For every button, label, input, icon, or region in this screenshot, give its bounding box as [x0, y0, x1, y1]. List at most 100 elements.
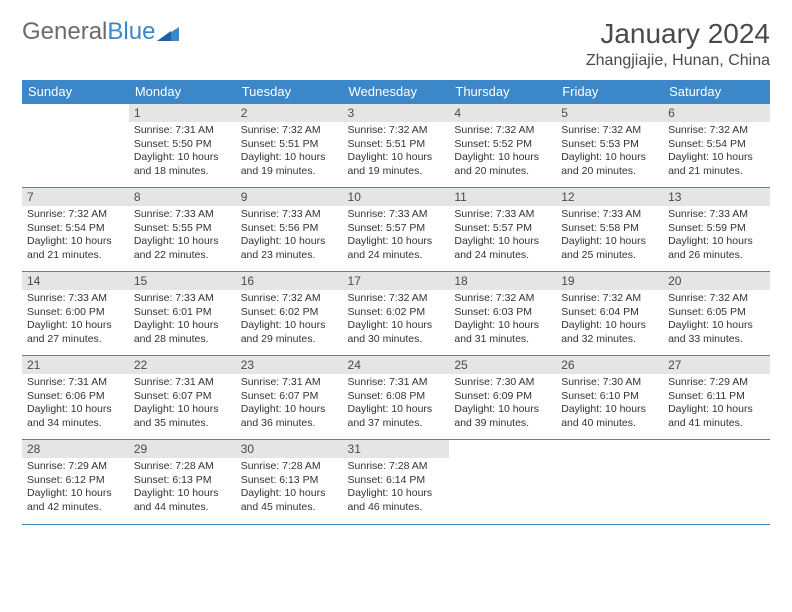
daylight-text: Daylight: 10 hours and 20 minutes.	[454, 151, 551, 178]
day-cell: 20Sunrise: 7:32 AMSunset: 6:05 PMDayligh…	[663, 272, 770, 356]
day-body: Sunrise: 7:29 AMSunset: 6:11 PMDaylight:…	[663, 374, 770, 435]
day-body: Sunrise: 7:32 AMSunset: 6:02 PMDaylight:…	[236, 290, 343, 351]
day-body: Sunrise: 7:33 AMSunset: 5:57 PMDaylight:…	[449, 206, 556, 267]
sunset-text: Sunset: 6:09 PM	[454, 390, 551, 404]
day-body: Sunrise: 7:31 AMSunset: 6:08 PMDaylight:…	[343, 374, 450, 435]
sunrise-text: Sunrise: 7:28 AM	[134, 460, 231, 474]
day-number: 13	[663, 188, 770, 206]
sunset-text: Sunset: 6:02 PM	[348, 306, 445, 320]
day-cell: 3Sunrise: 7:32 AMSunset: 5:51 PMDaylight…	[343, 104, 450, 188]
day-cell: 13Sunrise: 7:33 AMSunset: 5:59 PMDayligh…	[663, 188, 770, 272]
day-cell: 18Sunrise: 7:32 AMSunset: 6:03 PMDayligh…	[449, 272, 556, 356]
sunset-text: Sunset: 6:12 PM	[27, 474, 124, 488]
day-body: Sunrise: 7:32 AMSunset: 6:05 PMDaylight:…	[663, 290, 770, 351]
sunrise-text: Sunrise: 7:31 AM	[348, 376, 445, 390]
sunrise-text: Sunrise: 7:31 AM	[241, 376, 338, 390]
sunrise-text: Sunrise: 7:28 AM	[348, 460, 445, 474]
sunrise-text: Sunrise: 7:33 AM	[561, 208, 658, 222]
daylight-text: Daylight: 10 hours and 39 minutes.	[454, 403, 551, 430]
daylight-text: Daylight: 10 hours and 34 minutes.	[27, 403, 124, 430]
week-row: 1Sunrise: 7:31 AMSunset: 5:50 PMDaylight…	[22, 104, 770, 188]
day-number: 8	[129, 188, 236, 206]
sunset-text: Sunset: 5:54 PM	[27, 222, 124, 236]
daylight-text: Daylight: 10 hours and 24 minutes.	[454, 235, 551, 262]
day-body: Sunrise: 7:28 AMSunset: 6:13 PMDaylight:…	[129, 458, 236, 519]
sunset-text: Sunset: 6:08 PM	[348, 390, 445, 404]
page-title: January 2024	[586, 18, 770, 50]
day-cell	[556, 440, 663, 524]
day-number: 6	[663, 104, 770, 122]
day-number: 20	[663, 272, 770, 290]
logo: GeneralBlue	[22, 18, 179, 46]
day-number: 30	[236, 440, 343, 458]
day-number: 15	[129, 272, 236, 290]
day-body: Sunrise: 7:30 AMSunset: 6:10 PMDaylight:…	[556, 374, 663, 435]
day-number: 21	[22, 356, 129, 374]
sunrise-text: Sunrise: 7:32 AM	[668, 124, 765, 138]
day-number: 1	[129, 104, 236, 122]
sunrise-text: Sunrise: 7:31 AM	[134, 124, 231, 138]
sunrise-text: Sunrise: 7:32 AM	[561, 292, 658, 306]
day-number: 24	[343, 356, 450, 374]
day-number: 25	[449, 356, 556, 374]
day-body: Sunrise: 7:33 AMSunset: 6:00 PMDaylight:…	[22, 290, 129, 351]
day-number: 11	[449, 188, 556, 206]
week-row: 14Sunrise: 7:33 AMSunset: 6:00 PMDayligh…	[22, 272, 770, 356]
sunset-text: Sunset: 6:07 PM	[241, 390, 338, 404]
day-cell: 25Sunrise: 7:30 AMSunset: 6:09 PMDayligh…	[449, 356, 556, 440]
day-body: Sunrise: 7:33 AMSunset: 5:58 PMDaylight:…	[556, 206, 663, 267]
day-cell: 10Sunrise: 7:33 AMSunset: 5:57 PMDayligh…	[343, 188, 450, 272]
daylight-text: Daylight: 10 hours and 29 minutes.	[241, 319, 338, 346]
day-body: Sunrise: 7:31 AMSunset: 6:07 PMDaylight:…	[129, 374, 236, 435]
logo-triangle-icon	[157, 23, 179, 41]
sunset-text: Sunset: 6:13 PM	[134, 474, 231, 488]
sunset-text: Sunset: 6:03 PM	[454, 306, 551, 320]
day-cell: 26Sunrise: 7:30 AMSunset: 6:10 PMDayligh…	[556, 356, 663, 440]
sunset-text: Sunset: 5:57 PM	[454, 222, 551, 236]
sunrise-text: Sunrise: 7:30 AM	[561, 376, 658, 390]
day-header-row: Sunday Monday Tuesday Wednesday Thursday…	[22, 80, 770, 104]
day-header-cell: Tuesday	[236, 80, 343, 104]
daylight-text: Daylight: 10 hours and 24 minutes.	[348, 235, 445, 262]
header: GeneralBlue January 2024 Zhangjiajie, Hu…	[22, 18, 770, 70]
day-header-cell: Saturday	[663, 80, 770, 104]
day-body: Sunrise: 7:31 AMSunset: 6:06 PMDaylight:…	[22, 374, 129, 435]
daylight-text: Daylight: 10 hours and 18 minutes.	[134, 151, 231, 178]
day-cell: 19Sunrise: 7:32 AMSunset: 6:04 PMDayligh…	[556, 272, 663, 356]
day-cell: 28Sunrise: 7:29 AMSunset: 6:12 PMDayligh…	[22, 440, 129, 524]
sunrise-text: Sunrise: 7:31 AM	[134, 376, 231, 390]
sunrise-text: Sunrise: 7:32 AM	[454, 124, 551, 138]
sunset-text: Sunset: 5:52 PM	[454, 138, 551, 152]
daylight-text: Daylight: 10 hours and 32 minutes.	[561, 319, 658, 346]
calendar: Sunday Monday Tuesday Wednesday Thursday…	[22, 80, 770, 525]
day-body: Sunrise: 7:31 AMSunset: 5:50 PMDaylight:…	[129, 122, 236, 183]
day-cell: 30Sunrise: 7:28 AMSunset: 6:13 PMDayligh…	[236, 440, 343, 524]
day-cell	[663, 440, 770, 524]
daylight-text: Daylight: 10 hours and 37 minutes.	[348, 403, 445, 430]
day-body: Sunrise: 7:33 AMSunset: 6:01 PMDaylight:…	[129, 290, 236, 351]
day-number: 4	[449, 104, 556, 122]
sunrise-text: Sunrise: 7:33 AM	[241, 208, 338, 222]
sunset-text: Sunset: 6:07 PM	[134, 390, 231, 404]
day-cell: 5Sunrise: 7:32 AMSunset: 5:53 PMDaylight…	[556, 104, 663, 188]
day-body: Sunrise: 7:32 AMSunset: 5:51 PMDaylight:…	[236, 122, 343, 183]
location-label: Zhangjiajie, Hunan, China	[586, 52, 770, 70]
sunrise-text: Sunrise: 7:32 AM	[241, 124, 338, 138]
day-cell: 1Sunrise: 7:31 AMSunset: 5:50 PMDaylight…	[129, 104, 236, 188]
sunrise-text: Sunrise: 7:31 AM	[27, 376, 124, 390]
sunset-text: Sunset: 6:06 PM	[27, 390, 124, 404]
day-cell: 21Sunrise: 7:31 AMSunset: 6:06 PMDayligh…	[22, 356, 129, 440]
sunset-text: Sunset: 5:51 PM	[241, 138, 338, 152]
day-body: Sunrise: 7:28 AMSunset: 6:13 PMDaylight:…	[236, 458, 343, 519]
day-body: Sunrise: 7:32 AMSunset: 5:54 PMDaylight:…	[663, 122, 770, 183]
daylight-text: Daylight: 10 hours and 26 minutes.	[668, 235, 765, 262]
day-body: Sunrise: 7:32 AMSunset: 5:51 PMDaylight:…	[343, 122, 450, 183]
logo-text: GeneralBlue	[22, 18, 155, 46]
daylight-text: Daylight: 10 hours and 21 minutes.	[27, 235, 124, 262]
sunset-text: Sunset: 6:13 PM	[241, 474, 338, 488]
daylight-text: Daylight: 10 hours and 28 minutes.	[134, 319, 231, 346]
day-number: 14	[22, 272, 129, 290]
daylight-text: Daylight: 10 hours and 42 minutes.	[27, 487, 124, 514]
logo-word1: General	[22, 18, 107, 45]
day-body: Sunrise: 7:32 AMSunset: 5:52 PMDaylight:…	[449, 122, 556, 183]
